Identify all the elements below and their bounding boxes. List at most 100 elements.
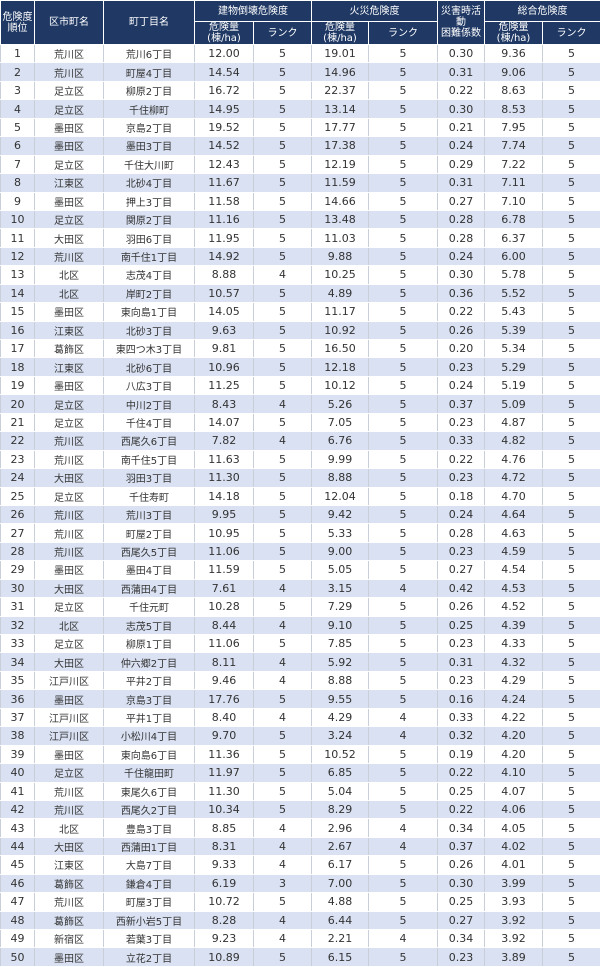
cell-building-rank: 5 xyxy=(254,450,312,468)
cell-town: 西尾久2丁目 xyxy=(104,800,195,818)
cell-total-rank: 5 xyxy=(543,819,600,837)
cell-total-rank: 5 xyxy=(543,118,600,136)
cell-building-rank: 5 xyxy=(254,358,312,376)
cell-building-amount: 8.11 xyxy=(195,653,254,671)
cell-fire-amount: 10.25 xyxy=(312,266,369,284)
cell-town: 西蒲田4丁目 xyxy=(104,579,195,597)
cell-difficulty: 0.34 xyxy=(438,819,485,837)
cell-rank: 42 xyxy=(1,800,35,818)
cell-ward: 江東区 xyxy=(35,321,104,339)
cell-fire-rank: 5 xyxy=(369,376,438,394)
cell-rank: 2 xyxy=(1,63,35,81)
cell-total-rank: 5 xyxy=(543,155,600,173)
cell-total-amount: 7.22 xyxy=(485,155,543,173)
cell-fire-amount: 17.38 xyxy=(312,137,369,155)
cell-ward: 大田区 xyxy=(35,653,104,671)
cell-fire-rank: 5 xyxy=(369,893,438,911)
cell-fire-rank: 5 xyxy=(369,432,438,450)
cell-total-amount: 6.37 xyxy=(485,229,543,247)
cell-building-amount: 11.06 xyxy=(195,542,254,560)
cell-building-rank: 4 xyxy=(254,837,312,855)
cell-fire-rank: 5 xyxy=(369,782,438,800)
cell-building-rank: 3 xyxy=(254,874,312,892)
cell-total-rank: 5 xyxy=(543,229,600,247)
cell-building-amount: 14.07 xyxy=(195,413,254,431)
cell-ward: 葛飾区 xyxy=(35,874,104,892)
cell-building-amount: 8.85 xyxy=(195,819,254,837)
cell-building-rank: 5 xyxy=(254,505,312,523)
cell-building-rank: 5 xyxy=(254,542,312,560)
cell-town: 千住元町 xyxy=(104,598,195,616)
cell-ward: 足立区 xyxy=(35,635,104,653)
header-building-amount: 危険量 (棟/ha) xyxy=(195,22,254,45)
cell-ward: 足立区 xyxy=(35,764,104,782)
cell-building-amount: 11.95 xyxy=(195,229,254,247)
cell-difficulty: 0.21 xyxy=(438,118,485,136)
cell-town: 京島2丁目 xyxy=(104,118,195,136)
cell-building-rank: 5 xyxy=(254,340,312,358)
cell-total-amount: 9.36 xyxy=(485,45,543,63)
cell-fire-amount: 4.29 xyxy=(312,708,369,726)
header-ward: 区市町名 xyxy=(35,1,104,45)
cell-total-amount: 4.70 xyxy=(485,487,543,505)
cell-ward: 足立区 xyxy=(35,155,104,173)
cell-town: 千住4丁目 xyxy=(104,413,195,431)
cell-total-amount: 4.53 xyxy=(485,579,543,597)
cell-difficulty: 0.37 xyxy=(438,837,485,855)
cell-rank: 46 xyxy=(1,874,35,892)
cell-building-amount: 14.95 xyxy=(195,100,254,118)
cell-total-rank: 5 xyxy=(543,210,600,228)
cell-difficulty: 0.32 xyxy=(438,727,485,745)
cell-rank: 6 xyxy=(1,137,35,155)
cell-town: 墨田3丁目 xyxy=(104,137,195,155)
cell-building-rank: 5 xyxy=(254,561,312,579)
cell-total-rank: 5 xyxy=(543,266,600,284)
cell-building-rank: 4 xyxy=(254,819,312,837)
cell-total-rank: 5 xyxy=(543,653,600,671)
cell-fire-amount: 9.99 xyxy=(312,450,369,468)
cell-fire-amount: 6.44 xyxy=(312,911,369,929)
cell-building-rank: 5 xyxy=(254,321,312,339)
cell-building-rank: 5 xyxy=(254,100,312,118)
cell-fire-amount: 2.21 xyxy=(312,930,369,948)
cell-difficulty: 0.22 xyxy=(438,303,485,321)
cell-ward: 墨田区 xyxy=(35,745,104,763)
cell-difficulty: 0.24 xyxy=(438,137,485,155)
cell-ward: 江東区 xyxy=(35,358,104,376)
cell-fire-rank: 4 xyxy=(369,837,438,855)
cell-total-amount: 5.19 xyxy=(485,376,543,394)
cell-building-amount: 9.70 xyxy=(195,727,254,745)
cell-ward: 墨田区 xyxy=(35,303,104,321)
cell-fire-amount: 4.89 xyxy=(312,284,369,302)
cell-ward: 荒川区 xyxy=(35,800,104,818)
cell-building-amount: 7.82 xyxy=(195,432,254,450)
cell-building-rank: 5 xyxy=(254,727,312,745)
cell-town: 西尾久5丁目 xyxy=(104,542,195,560)
cell-town: 西尾久6丁目 xyxy=(104,432,195,450)
cell-difficulty: 0.16 xyxy=(438,690,485,708)
cell-building-rank: 5 xyxy=(254,745,312,763)
cell-difficulty: 0.28 xyxy=(438,524,485,542)
cell-rank: 1 xyxy=(1,45,35,63)
cell-building-rank: 5 xyxy=(254,284,312,302)
cell-total-rank: 5 xyxy=(543,635,600,653)
cell-building-amount: 10.57 xyxy=(195,284,254,302)
cell-town: 墨田4丁目 xyxy=(104,561,195,579)
cell-total-amount: 7.10 xyxy=(485,192,543,210)
cell-rank: 36 xyxy=(1,690,35,708)
cell-ward: 足立区 xyxy=(35,100,104,118)
cell-fire-rank: 5 xyxy=(369,321,438,339)
cell-difficulty: 0.31 xyxy=(438,63,485,81)
